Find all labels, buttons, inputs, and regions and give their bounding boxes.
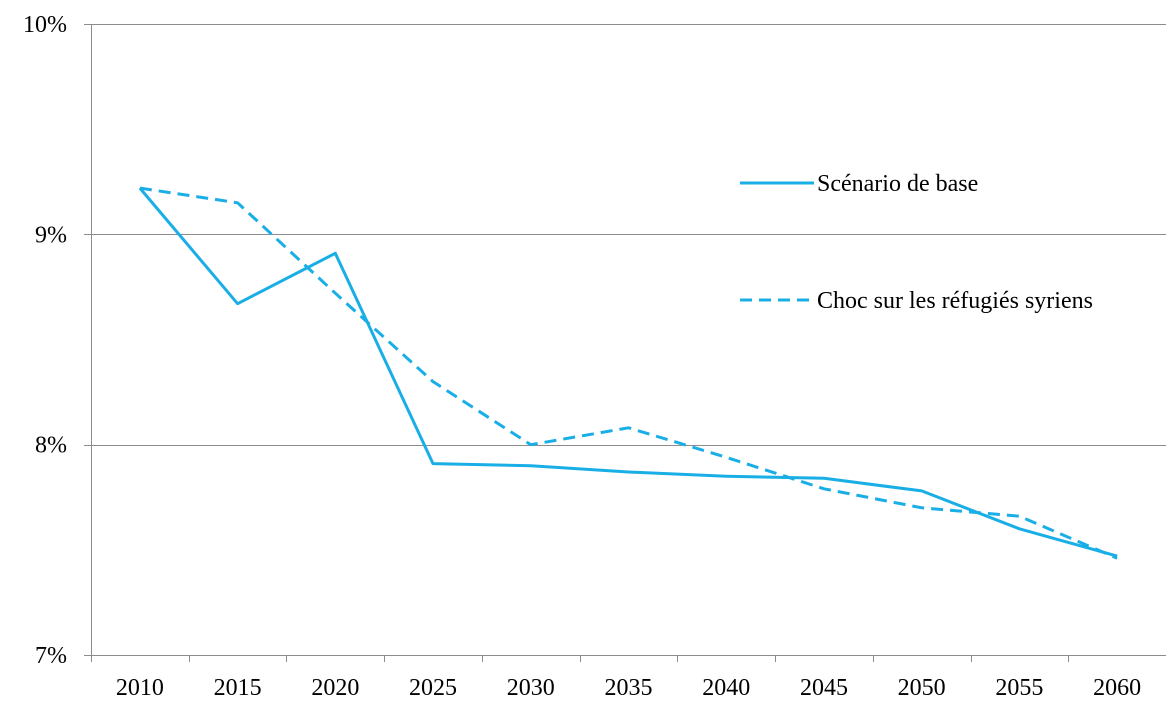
y-axis-tick-labels: 7% 8% 9% 10%	[23, 12, 67, 669]
legend-label-2: Choc sur les réfugiés syriens	[817, 288, 1093, 314]
y-tick-label: 10%	[23, 12, 67, 38]
x-tick-label: 2025	[409, 675, 457, 701]
series-line-1	[138, 187, 1118, 558]
x-tick-label: 2060	[1093, 675, 1141, 701]
x-tick-label: 2020	[311, 675, 359, 701]
gridlines	[91, 24, 1166, 446]
x-tick-label: 2040	[702, 675, 750, 701]
x-tick-label: 2010	[116, 675, 164, 701]
x-tick-label: 2055	[995, 675, 1043, 701]
x-tick-label: 2050	[898, 675, 946, 701]
x-tick-label: 2015	[214, 675, 262, 701]
axes	[84, 24, 1166, 662]
series-lines	[138, 186, 1118, 560]
x-tick-label: 2045	[800, 675, 848, 701]
series-line-2	[139, 186, 1118, 560]
x-axis-tick-labels: 2010 2015 2020 2025 2030 2035 2040 2045 2050 2055…	[116, 675, 1141, 701]
x-tick-label: 2035	[605, 675, 653, 701]
legend-label-1: Scénario de base	[817, 171, 978, 197]
y-tick-label: 9%	[35, 222, 67, 248]
y-tick-label: 7%	[35, 643, 67, 669]
legend: Scénario de base Choc sur les réfugiés sy…	[740, 171, 1093, 314]
x-tick-label: 2030	[507, 675, 555, 701]
y-tick-label: 8%	[35, 433, 67, 459]
